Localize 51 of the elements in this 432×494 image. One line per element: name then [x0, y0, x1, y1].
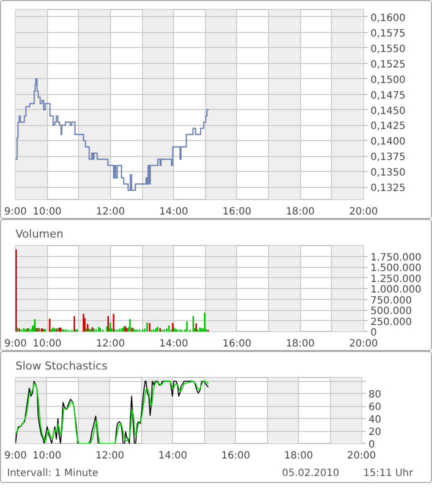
x-tick-label: 10:00: [32, 338, 62, 350]
y-tick-label: 0,1450: [370, 106, 406, 117]
x-tick-label: 20:00: [349, 338, 378, 350]
text: 15:11 Uhr: [363, 467, 413, 481]
y-tick-label: 0,1400: [370, 136, 406, 148]
y-tick-label: 0,1475: [370, 90, 406, 102]
y-tick-label: 500.000: [370, 306, 412, 317]
y-tick-label: 1.500.000: [370, 263, 422, 274]
y-tick-label: 80: [368, 390, 382, 401]
y-tick-label: 0,1350: [370, 168, 406, 179]
x-tick-label: 12:00: [96, 338, 125, 350]
x-tick-label: 16:00: [221, 450, 250, 462]
x-tick-label: 18:00: [284, 450, 314, 462]
y-tick-label: 750.000: [370, 295, 412, 306]
chart-title: Volumen: [16, 228, 64, 240]
y-tick-label: 250.000: [370, 316, 412, 328]
y-tick-label: 1.000.000: [370, 284, 422, 296]
x-tick-label: 10:00: [32, 450, 62, 462]
text: 05.02.2010: [282, 467, 340, 481]
x-tick-label: 10:00: [32, 206, 62, 218]
x-tick-label: 9:00: [4, 206, 27, 218]
x-tick-label: 12:00: [96, 206, 125, 218]
x-tick-label: 14:00: [159, 338, 188, 350]
y-tick-label: 0: [368, 440, 375, 450]
x-tick-label: 18:00: [286, 206, 315, 218]
y-tick-label: 0,1550: [370, 44, 406, 55]
y-tick-label: 60: [368, 402, 382, 414]
x-tick-label: 14:00: [159, 206, 188, 218]
y-tick-label: 0,1575: [370, 28, 406, 40]
y-tick-label: 0,1425: [370, 121, 406, 132]
chart-title: Slow Stochastics: [16, 360, 108, 372]
y-tick-label: 20: [368, 427, 382, 438]
x-tick-label: 9:00: [4, 450, 27, 462]
text: Intervall: 1 Minute: [7, 467, 98, 481]
y-tick-label: 40: [368, 414, 382, 426]
x-tick-label: 20:00: [347, 450, 376, 462]
y-tick-label: 0: [370, 328, 377, 338]
x-tick-label: 18:00: [286, 338, 315, 350]
y-tick-label: 1.250.000: [370, 274, 422, 285]
y-tick-label: 0,1325: [370, 183, 406, 194]
x-tick-label: 9:00: [4, 338, 27, 350]
y-tick-label: 1.750.000: [370, 252, 422, 264]
y-tick-label: 0,1525: [370, 59, 406, 70]
y-tick-label: 0,1375: [370, 152, 406, 164]
x-tick-label: 16:00: [222, 206, 252, 218]
y-tick-label: 0,1600: [370, 12, 406, 24]
y-tick-label: 0,1500: [370, 74, 406, 86]
x-tick-label: 20:00: [349, 206, 378, 218]
x-tick-label: 12:00: [95, 450, 124, 462]
x-tick-label: 14:00: [158, 450, 188, 462]
x-tick-label: 16:00: [222, 338, 252, 350]
